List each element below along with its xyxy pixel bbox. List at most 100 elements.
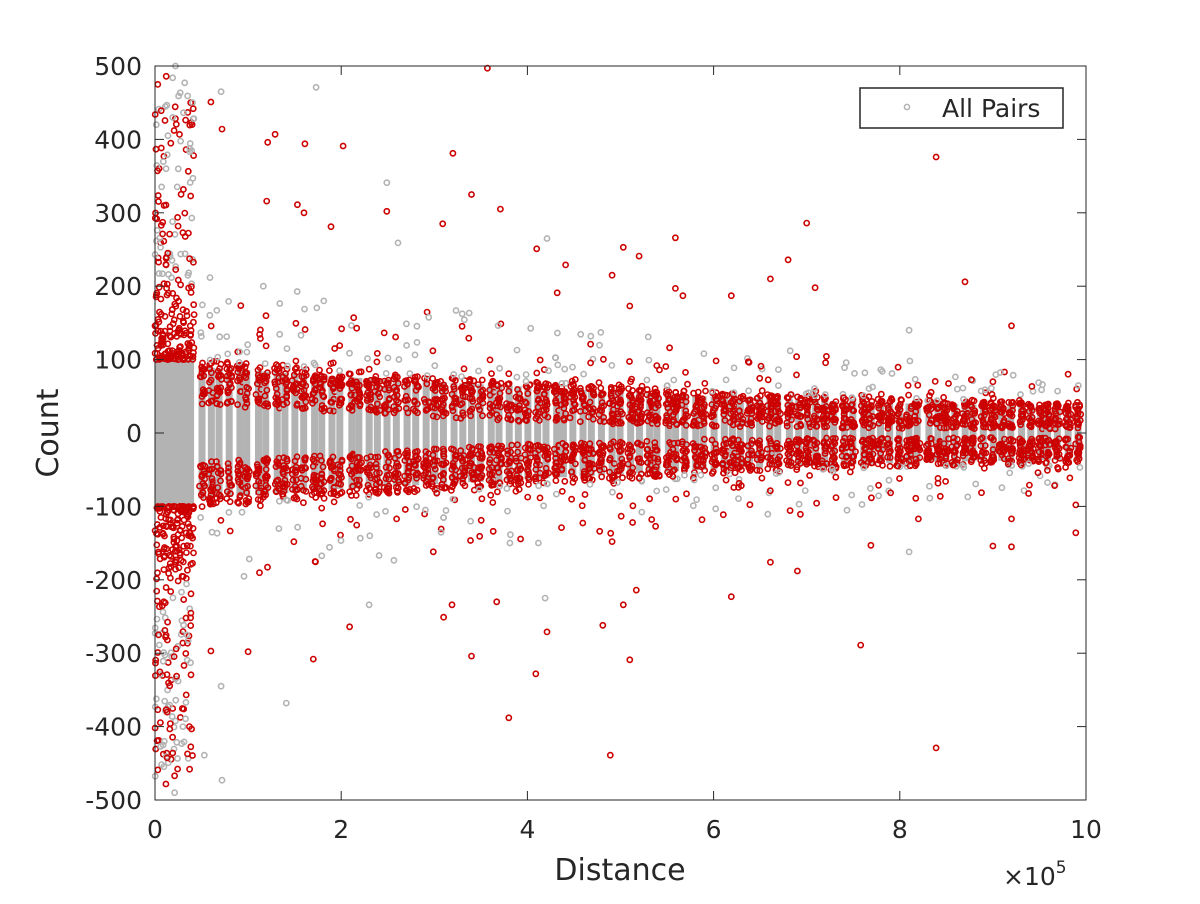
point-highlighted	[596, 462, 603, 470]
point-highlighted	[774, 404, 781, 412]
gray-core-column	[403, 380, 411, 486]
point-scatter	[197, 514, 204, 521]
point-highlighted	[662, 419, 670, 427]
point-scatter	[629, 502, 637, 510]
point-highlighted	[467, 412, 474, 420]
point-highlighted	[363, 469, 371, 476]
gray-core-column	[524, 386, 532, 480]
point-scatter	[356, 534, 364, 542]
point-highlighted	[466, 450, 474, 458]
point-highlighted	[474, 381, 482, 388]
point-highlighted	[697, 451, 704, 459]
point-scatter	[610, 479, 618, 487]
point-highlighted	[164, 340, 172, 348]
point-highlighted	[654, 414, 662, 422]
point-highlighted	[299, 380, 307, 388]
x-tick-label: 0	[147, 815, 163, 844]
point-highlighted	[153, 587, 161, 595]
point-scatter	[272, 361, 280, 369]
point-scatter	[666, 344, 673, 352]
gray-core-column	[225, 369, 233, 497]
gray-core-column	[587, 390, 595, 476]
point-scatter	[452, 307, 460, 314]
point-highlighted	[182, 116, 189, 124]
point-scatter	[236, 348, 243, 356]
point-highlighted	[179, 628, 187, 635]
point-scatter	[206, 356, 214, 364]
point-highlighted	[189, 318, 197, 326]
point-scatter	[213, 306, 221, 314]
point-highlighted	[478, 376, 486, 384]
point-highlighted	[190, 301, 198, 309]
point-scatter	[217, 517, 225, 524]
point-highlighted	[178, 534, 186, 542]
point-highlighted	[169, 289, 177, 297]
legend[interactable]: All Pairs	[859, 87, 1064, 129]
point-scatter	[336, 367, 343, 374]
point-highlighted	[157, 144, 165, 152]
point-highlighted	[180, 621, 187, 629]
point-highlighted	[283, 457, 291, 465]
point-scatter	[522, 377, 530, 385]
point-highlighted	[189, 258, 197, 266]
point-highlighted	[154, 192, 162, 199]
point-highlighted	[514, 386, 521, 393]
point-scatter	[697, 471, 705, 479]
gray-core-column	[365, 378, 373, 488]
point-highlighted	[486, 411, 494, 419]
point-highlighted	[185, 269, 193, 277]
point-highlighted	[157, 742, 165, 750]
gray-core-column	[281, 372, 289, 494]
point-scatter	[524, 493, 532, 501]
point-highlighted	[682, 421, 690, 429]
point-highlighted	[152, 293, 160, 301]
point-scatter	[730, 389, 738, 396]
point-highlighted	[638, 441, 645, 449]
point-highlighted	[448, 483, 456, 491]
y-axis-label: Count	[31, 388, 66, 477]
gray-core-column	[514, 386, 522, 480]
point-highlighted	[290, 371, 298, 379]
point-highlighted	[541, 390, 548, 398]
plot-marks	[151, 62, 1085, 797]
point-highlighted	[155, 283, 163, 291]
point-highlighted	[161, 350, 169, 358]
point-highlighted	[183, 542, 191, 550]
point-highlighted	[187, 192, 195, 200]
point-scatter	[475, 485, 483, 493]
point-scatter	[213, 529, 221, 537]
point-highlighted	[176, 312, 184, 320]
point-highlighted	[152, 121, 160, 129]
point-highlighted	[316, 366, 323, 374]
point-highlighted	[619, 474, 626, 482]
point-highlighted	[183, 312, 191, 320]
point-highlighted	[749, 451, 756, 459]
gray-core-column	[383, 379, 391, 487]
point-highlighted	[536, 461, 544, 469]
point-highlighted	[600, 465, 608, 473]
y-tick-label: -100	[85, 492, 142, 521]
point-highlighted	[477, 443, 484, 451]
point-highlighted	[390, 403, 398, 410]
point-highlighted	[172, 645, 180, 653]
point-scatter	[437, 528, 445, 536]
point-highlighted	[629, 464, 637, 472]
point-highlighted	[292, 381, 299, 388]
point-highlighted	[558, 465, 566, 473]
point-highlighted	[534, 403, 542, 411]
point-scatter	[382, 369, 390, 377]
point-highlighted	[185, 284, 192, 292]
point-scatter	[365, 493, 372, 501]
point-highlighted	[165, 570, 172, 577]
point-highlighted	[152, 656, 160, 664]
point-highlighted	[498, 455, 505, 463]
point-highlighted	[701, 466, 709, 474]
gray-core-column	[746, 397, 754, 469]
point-highlighted	[338, 373, 346, 381]
point-highlighted	[618, 455, 626, 463]
point-highlighted	[598, 473, 606, 481]
point-highlighted	[708, 413, 715, 420]
point-highlighted	[423, 380, 431, 388]
point-highlighted	[184, 167, 192, 175]
point-scatter	[644, 333, 652, 341]
